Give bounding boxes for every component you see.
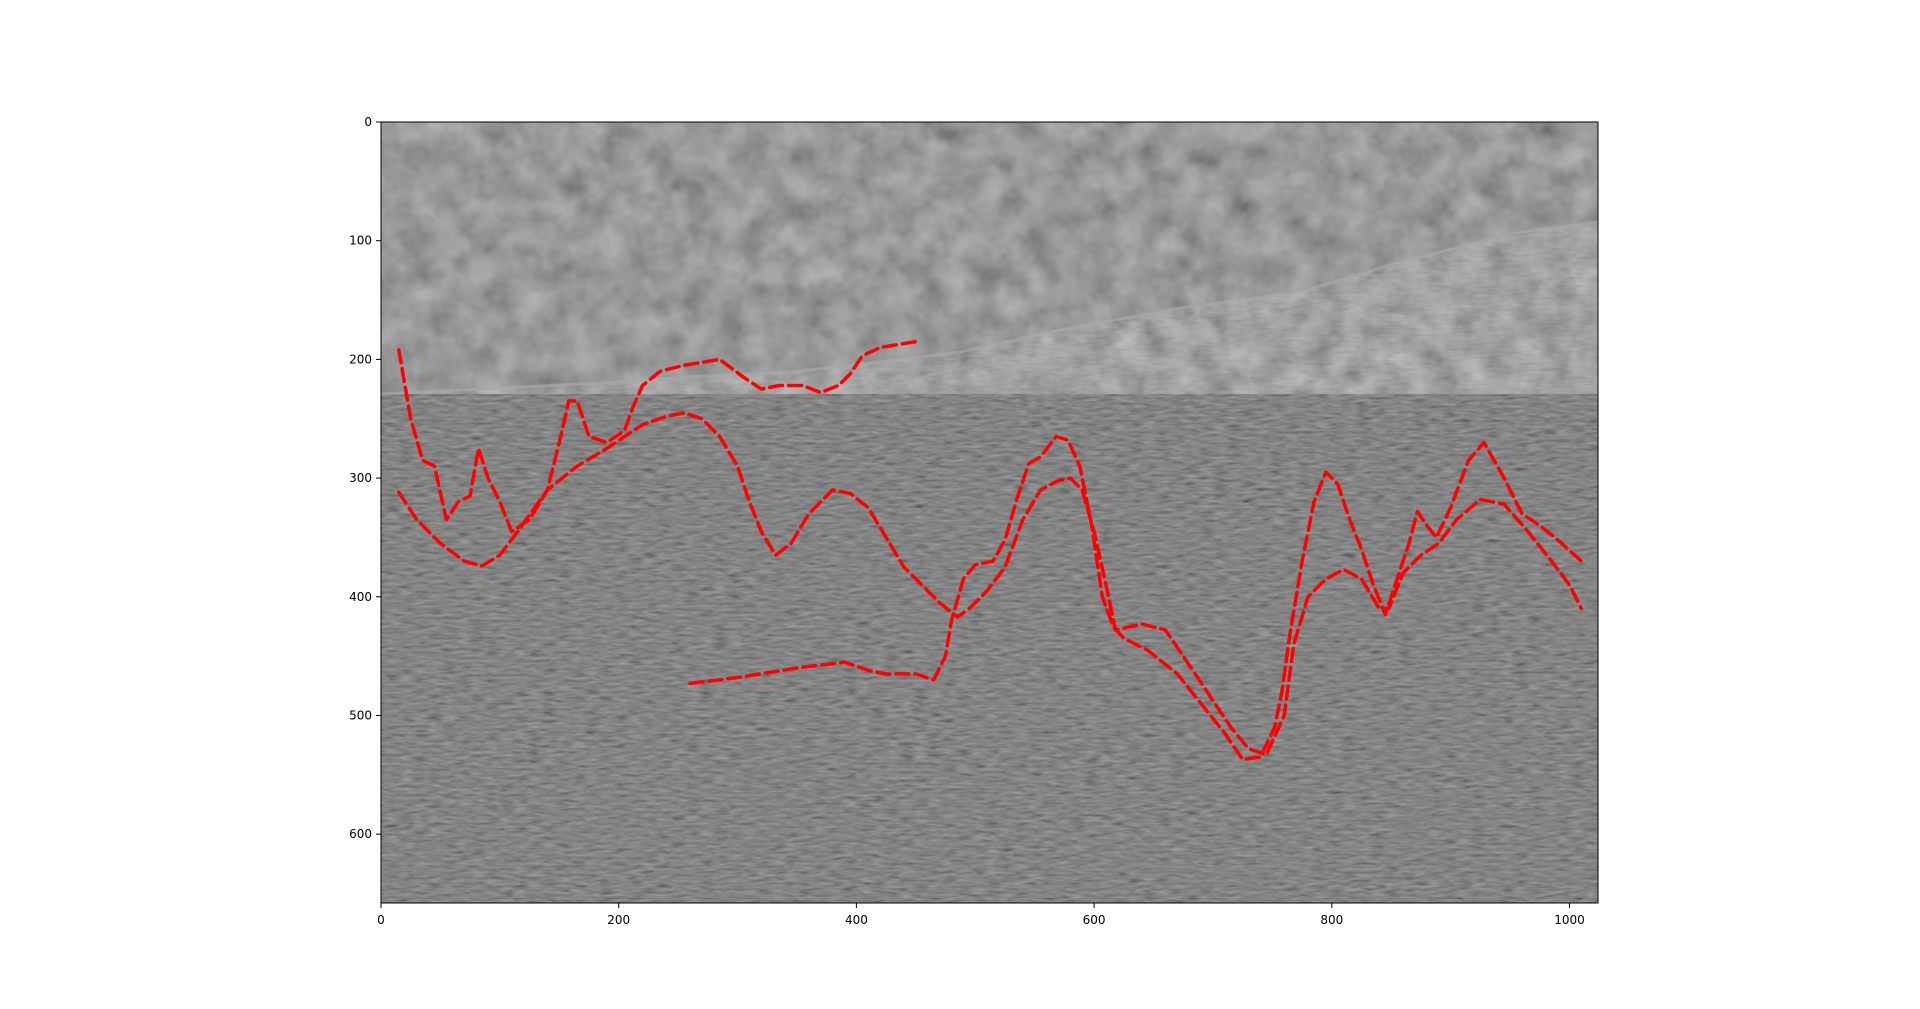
y-tick-label: 300 — [349, 471, 372, 485]
curve-boundary-2 — [397, 411, 1584, 757]
overlay-curves — [397, 339, 1584, 762]
x-tick-label: 1000 — [1554, 913, 1585, 927]
x-tick-label: 800 — [1320, 913, 1343, 927]
x-tick-label: 0 — [377, 913, 385, 927]
x-tick-label: 400 — [845, 913, 868, 927]
x-axis: 0 200 400 600 800 1000 — [377, 903, 1585, 927]
coarse-grain-region — [381, 122, 1598, 396]
axes-frame — [380, 121, 1599, 904]
curve-boundary-3 — [688, 434, 1584, 762]
y-tick-label: 100 — [349, 234, 372, 248]
micrograph-image — [381, 122, 1598, 903]
y-tick-label: 0 — [364, 115, 372, 129]
y-tick-label: 500 — [349, 708, 372, 722]
x-tick-label: 200 — [607, 913, 630, 927]
y-axis: 0 100 200 300 400 500 600 — [349, 115, 381, 841]
y-tick-label: 400 — [349, 590, 372, 604]
y-tick-label: 200 — [349, 352, 372, 366]
x-tick-label: 600 — [1083, 913, 1106, 927]
y-tick-label: 600 — [349, 827, 372, 841]
curve-boundary-1 — [397, 339, 918, 534]
